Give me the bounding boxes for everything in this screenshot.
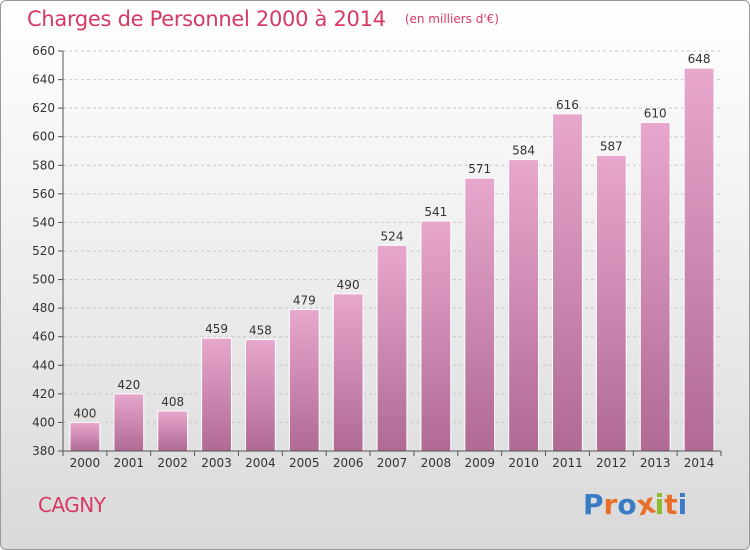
y-tick-label: 420 bbox=[32, 387, 55, 401]
x-tick-label-2009: 2009 bbox=[464, 456, 495, 470]
y-tick-label: 460 bbox=[32, 330, 55, 344]
x-tick-label-2013: 2013 bbox=[640, 456, 671, 470]
bar-2013 bbox=[639, 121, 671, 452]
y-tick-label: 400 bbox=[32, 415, 55, 429]
data-label-2014: 648 bbox=[688, 52, 711, 66]
logo-letter: o bbox=[617, 488, 637, 521]
x-tick-label-2000: 2000 bbox=[70, 456, 101, 470]
x-tick-label-2011: 2011 bbox=[552, 456, 583, 470]
x-tick-label-2014: 2014 bbox=[684, 456, 715, 470]
data-label-2008: 541 bbox=[424, 205, 447, 219]
title-row: Charges de Personnel 2000 à 2014 (en mil… bbox=[27, 7, 499, 31]
data-label-2006: 490 bbox=[337, 278, 360, 292]
bar-2002 bbox=[157, 410, 189, 452]
x-axis: 2000 2001 2002 2003 2004 2005 2006 2007 2008 2009… bbox=[62, 450, 722, 470]
logo-letter: i bbox=[677, 488, 688, 521]
y-tick-label: 380 bbox=[32, 444, 55, 458]
x-tick-label-2008: 2008 bbox=[421, 456, 452, 470]
x-tick-label-2006: 2006 bbox=[333, 456, 364, 470]
proxiti-logo[interactable]: Proxiti bbox=[583, 486, 688, 522]
data-label-2003: 459 bbox=[205, 322, 228, 336]
x-tick-label-2002: 2002 bbox=[157, 456, 188, 470]
bar-2001 bbox=[113, 393, 145, 452]
bar-2009 bbox=[464, 177, 496, 452]
bar-2007 bbox=[376, 244, 408, 452]
bar-2012 bbox=[595, 154, 627, 452]
y-tick-label: 560 bbox=[32, 187, 55, 201]
y-tick-label: 480 bbox=[32, 301, 55, 315]
bars bbox=[69, 67, 715, 452]
logo-letter: P bbox=[583, 488, 604, 521]
x-tick-label-2004: 2004 bbox=[245, 456, 276, 470]
data-label-2004: 458 bbox=[249, 324, 272, 338]
y-tick-label: 520 bbox=[32, 244, 55, 258]
data-label-2007: 524 bbox=[381, 229, 404, 243]
data-label-2009: 571 bbox=[468, 162, 491, 176]
bar-2003 bbox=[201, 337, 232, 452]
data-label-2011: 616 bbox=[556, 98, 579, 112]
logo-letter: i bbox=[654, 488, 665, 521]
data-label-2010: 584 bbox=[512, 144, 535, 158]
y-tick-label: 660 bbox=[32, 44, 55, 58]
data-label-2001: 420 bbox=[117, 378, 140, 392]
bar-2010 bbox=[508, 159, 540, 452]
bar-2005 bbox=[288, 309, 320, 452]
y-tick-label: 580 bbox=[32, 158, 55, 172]
x-tick-label-2012: 2012 bbox=[596, 456, 627, 470]
x-tick-label-2010: 2010 bbox=[508, 456, 539, 470]
bar-2000 bbox=[69, 421, 101, 452]
bar-2008 bbox=[420, 220, 452, 452]
y-tick-label: 600 bbox=[32, 130, 55, 144]
bar-2004 bbox=[244, 339, 276, 452]
logo-letter: t bbox=[664, 488, 678, 521]
bar-2014 bbox=[683, 67, 715, 452]
bar-2011 bbox=[552, 113, 583, 452]
data-label-2000: 400 bbox=[73, 406, 96, 420]
logo-letter: r bbox=[603, 488, 618, 521]
x-tick-label-2005: 2005 bbox=[289, 456, 320, 470]
x-tick-label-2007: 2007 bbox=[377, 456, 408, 470]
y-tick-label: 620 bbox=[32, 101, 55, 115]
y-axis: 380 400 420 440 460 480 500 520 540 560 580 600 620 6… bbox=[32, 44, 64, 458]
data-labels: 400 420 408 459 458 479 490 524 541 571 584 616 587 6… bbox=[73, 52, 710, 420]
data-label-2013: 610 bbox=[644, 106, 667, 120]
x-tick-label-2003: 2003 bbox=[201, 456, 232, 470]
data-label-2012: 587 bbox=[600, 139, 623, 153]
y-tick-label: 540 bbox=[32, 215, 55, 229]
chart-subtitle: (en milliers d'€) bbox=[404, 12, 499, 26]
y-tick-label: 440 bbox=[32, 358, 55, 372]
city-name: CAGNY bbox=[38, 493, 106, 517]
data-label-2002: 408 bbox=[161, 395, 184, 409]
y-tick-label: 640 bbox=[32, 73, 55, 87]
data-label-2005: 479 bbox=[293, 294, 316, 308]
y-tick-label: 500 bbox=[32, 273, 55, 287]
bar-2006 bbox=[332, 293, 364, 452]
x-tick-label-2001: 2001 bbox=[114, 456, 145, 470]
chart-title: Charges de Personnel 2000 à 2014 bbox=[27, 7, 386, 31]
